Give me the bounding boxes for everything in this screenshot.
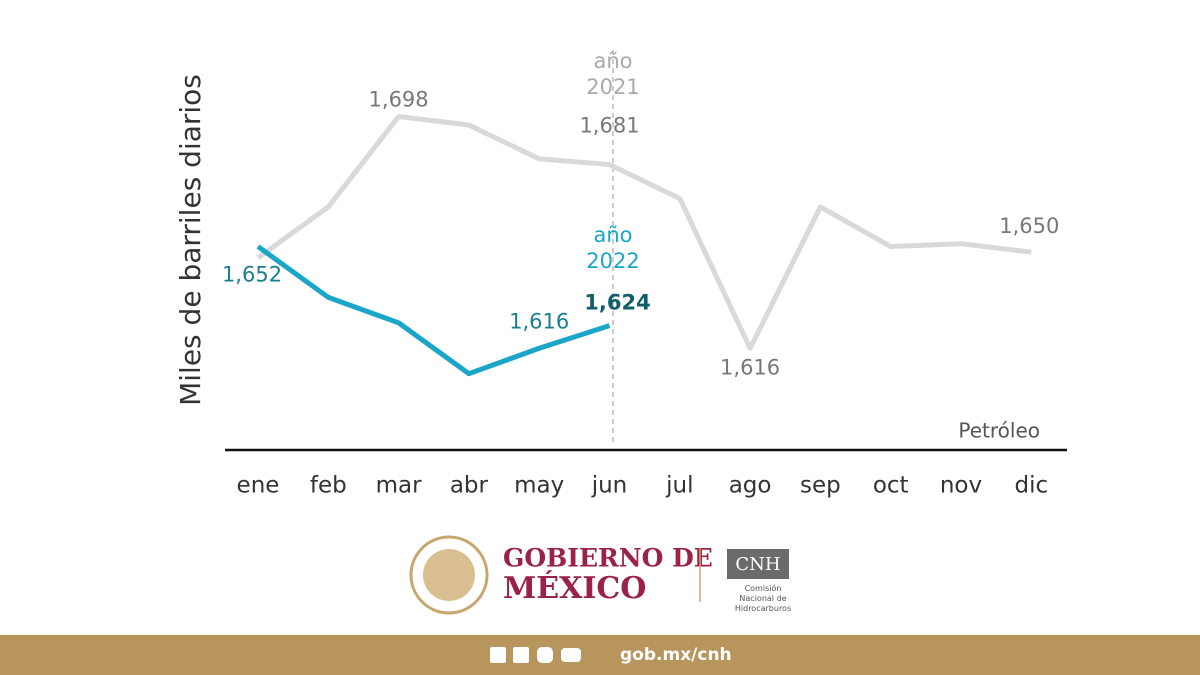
social-icons <box>490 647 581 663</box>
x-tick-label: feb <box>310 473 347 499</box>
x-tick-label: jul <box>665 473 693 499</box>
emblem <box>409 535 489 615</box>
value-label: 1,698 <box>369 88 429 112</box>
x-tick-label: dic <box>1014 473 1048 499</box>
value-label: 1,616 <box>720 355 780 379</box>
x-tick-label: ene <box>237 473 280 499</box>
agency: CNH <box>735 554 780 575</box>
agency-name: Comisión Nacional de Hidrocarburos <box>734 584 792 613</box>
x-tick-label: nov <box>940 473 982 499</box>
series-name: año 2021 <box>586 49 640 99</box>
url: gob.mx/cnh <box>620 645 732 665</box>
cnh-box <box>727 549 789 579</box>
series-name: año 2022 <box>586 223 640 273</box>
series-line <box>256 114 1032 351</box>
x-tick-label: mar <box>376 473 422 499</box>
x-tick-label: oct <box>873 473 909 499</box>
x-tick-label: abr <box>450 473 489 499</box>
gov-line1: GOBIERNO DE <box>503 544 713 573</box>
value-label: 1,616 <box>509 309 569 333</box>
x-tick-label: ago <box>729 473 772 499</box>
series-line <box>256 244 611 377</box>
y-axis-label: Miles de barriles diarios <box>174 74 207 406</box>
footer-band <box>0 635 1200 675</box>
annotation: Petróleo <box>958 419 1040 443</box>
x-tick-label: sep <box>800 473 841 499</box>
x-tick-label: jun <box>591 473 628 499</box>
value-label: 1,652 <box>222 263 282 287</box>
x-tick-label: may <box>514 473 564 499</box>
value-label: 1,624 <box>584 291 650 315</box>
gov-line2: MÉXICO <box>503 570 646 606</box>
value-label: 1,650 <box>999 214 1059 238</box>
value-label: 1,681 <box>579 114 639 138</box>
